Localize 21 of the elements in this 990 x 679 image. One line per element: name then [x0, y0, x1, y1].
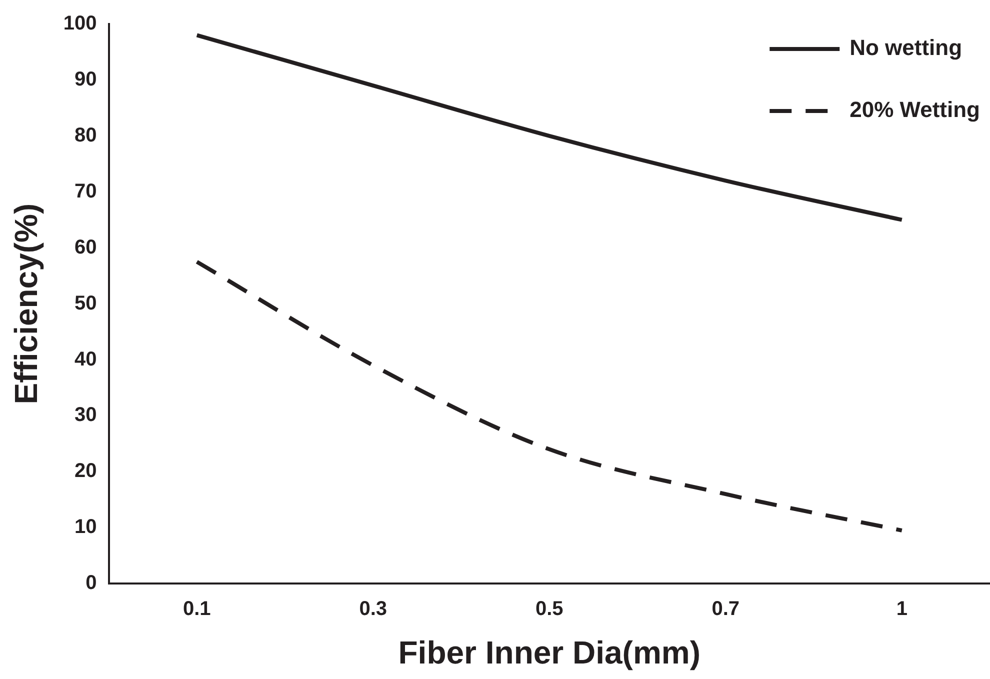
x-tick-label: 0.7: [712, 598, 740, 620]
y-tick-label: 60: [74, 236, 97, 258]
y-tick-label: 10: [74, 516, 97, 538]
y-tick-label: 90: [74, 68, 97, 90]
x-tick-label: 0.1: [182, 598, 211, 620]
y-tick-label: 30: [74, 404, 97, 426]
x-tick-label: 1: [896, 598, 908, 620]
y-tick-label: 20: [74, 460, 97, 482]
y-tick-label: 100: [63, 12, 97, 35]
y-tick-label: 0: [86, 572, 97, 594]
y-tick-label: 70: [74, 180, 97, 202]
y-tick-label: 50: [74, 292, 97, 314]
y-tick-label: 80: [74, 124, 97, 146]
line-series: [194, 260, 904, 532]
x-tick-label: 0.3: [359, 598, 388, 620]
y-tick-label: 40: [74, 348, 97, 370]
x-axis-title: Fiber Inner Dia(mm): [398, 634, 701, 671]
x-tick-label: 0.5: [535, 598, 564, 620]
legend-label: 20% Wetting: [850, 97, 980, 122]
y-axis-title: Efficiency(%): [8, 203, 44, 404]
legend-label: No wetting: [850, 35, 962, 60]
